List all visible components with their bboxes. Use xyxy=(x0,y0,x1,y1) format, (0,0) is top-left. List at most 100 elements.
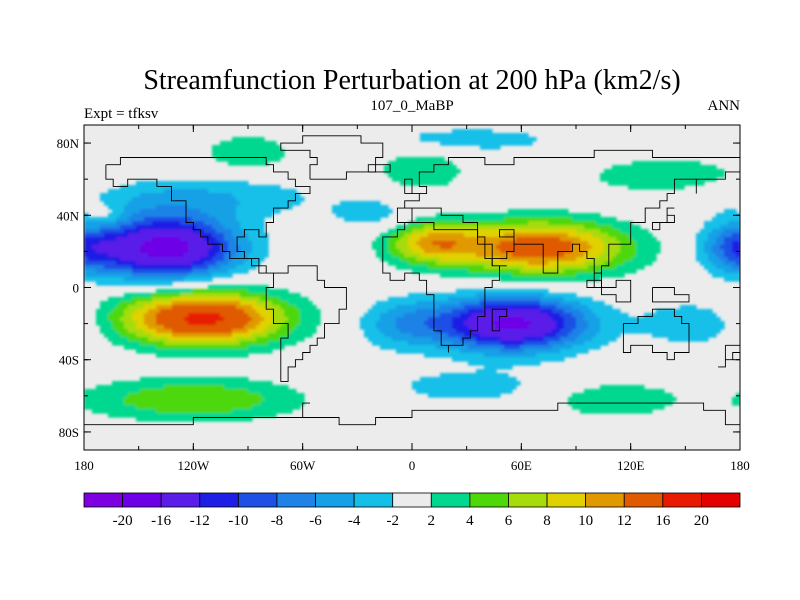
field-cell xyxy=(248,245,253,250)
field-cell xyxy=(412,305,417,310)
field-cell xyxy=(544,321,549,326)
field-cell xyxy=(256,161,261,166)
field-cell xyxy=(184,329,189,334)
field-cell xyxy=(96,309,101,314)
field-cell xyxy=(548,265,553,270)
field-cell xyxy=(588,241,593,246)
field-cell xyxy=(148,337,153,342)
field-cell xyxy=(204,353,209,358)
field-cell xyxy=(272,289,277,294)
field-cell xyxy=(592,341,597,346)
field-cell xyxy=(408,321,413,326)
field-cell xyxy=(200,265,205,270)
field-cell xyxy=(132,197,137,202)
field-cell xyxy=(268,321,273,326)
field-cell xyxy=(504,137,509,142)
field-cell xyxy=(516,133,521,138)
field-cell xyxy=(192,257,197,262)
field-cell xyxy=(704,237,709,242)
field-cell xyxy=(588,277,593,282)
field-cell xyxy=(104,261,109,266)
field-cell xyxy=(636,249,641,254)
field-cell xyxy=(576,265,581,270)
field-cell xyxy=(512,225,517,230)
field-cell xyxy=(464,333,469,338)
field-cell xyxy=(612,225,617,230)
field-cell xyxy=(228,261,233,266)
field-cell xyxy=(556,217,561,222)
field-cell xyxy=(168,205,173,210)
field-cell xyxy=(720,261,725,266)
field-cell xyxy=(244,317,249,322)
field-cell xyxy=(248,233,253,238)
field-cell xyxy=(220,309,225,314)
field-cell xyxy=(156,225,161,230)
field-cell xyxy=(484,261,489,266)
field-cell xyxy=(652,253,657,258)
field-cell xyxy=(204,229,209,234)
field-cell xyxy=(384,345,389,350)
field-cell xyxy=(564,217,569,222)
field-cell xyxy=(576,245,581,250)
field-cell xyxy=(224,209,229,214)
field-cell xyxy=(448,309,453,314)
field-cell xyxy=(468,137,473,142)
field-cell xyxy=(716,237,721,242)
field-cell xyxy=(472,229,477,234)
field-cell xyxy=(184,261,189,266)
field-cell xyxy=(188,309,193,314)
field-cell xyxy=(600,253,605,258)
field-cell xyxy=(472,265,477,270)
field-cell xyxy=(112,325,117,330)
field-cell xyxy=(116,281,121,286)
field-cell xyxy=(464,237,469,242)
field-cell xyxy=(464,321,469,326)
field-cell xyxy=(224,229,229,234)
season-label: ANN xyxy=(708,98,741,114)
field-cell xyxy=(124,233,129,238)
field-cell xyxy=(488,377,493,382)
field-cell xyxy=(476,333,481,338)
field-cell xyxy=(600,221,605,226)
field-cell xyxy=(392,169,397,174)
field-cell xyxy=(180,381,185,386)
field-cell xyxy=(388,253,393,258)
field-cell xyxy=(104,241,109,246)
field-cell xyxy=(540,253,545,258)
field-cell xyxy=(240,225,245,230)
field-cell xyxy=(232,205,237,210)
field-cell xyxy=(468,217,473,222)
field-cell xyxy=(448,377,453,382)
field-cell xyxy=(624,173,629,178)
field-cell xyxy=(568,345,573,350)
field-cell xyxy=(256,341,261,346)
field-cell xyxy=(136,181,141,186)
field-cell xyxy=(120,245,125,250)
field-cell xyxy=(684,181,689,186)
field-cell xyxy=(584,221,589,226)
field-cell xyxy=(508,137,513,142)
field-cell xyxy=(276,145,281,150)
field-cell xyxy=(268,313,273,318)
field-cell xyxy=(88,233,93,238)
field-cell xyxy=(492,261,497,266)
field-cell xyxy=(416,217,421,222)
field-cell xyxy=(652,245,657,250)
field-cell xyxy=(440,341,445,346)
field-cell xyxy=(492,265,497,270)
field-cell xyxy=(456,357,461,362)
field-cell xyxy=(660,177,665,182)
field-cell xyxy=(108,253,113,258)
field-cell xyxy=(508,313,513,318)
field-cell xyxy=(476,137,481,142)
field-cell xyxy=(528,277,533,282)
field-cell xyxy=(212,337,217,342)
field-cell xyxy=(708,233,713,238)
field-cell xyxy=(528,345,533,350)
field-cell xyxy=(576,257,581,262)
field-cell xyxy=(264,349,269,354)
field-cell xyxy=(256,329,261,334)
field-cell xyxy=(168,297,173,302)
field-cell xyxy=(532,289,537,294)
field-cell xyxy=(512,253,517,258)
